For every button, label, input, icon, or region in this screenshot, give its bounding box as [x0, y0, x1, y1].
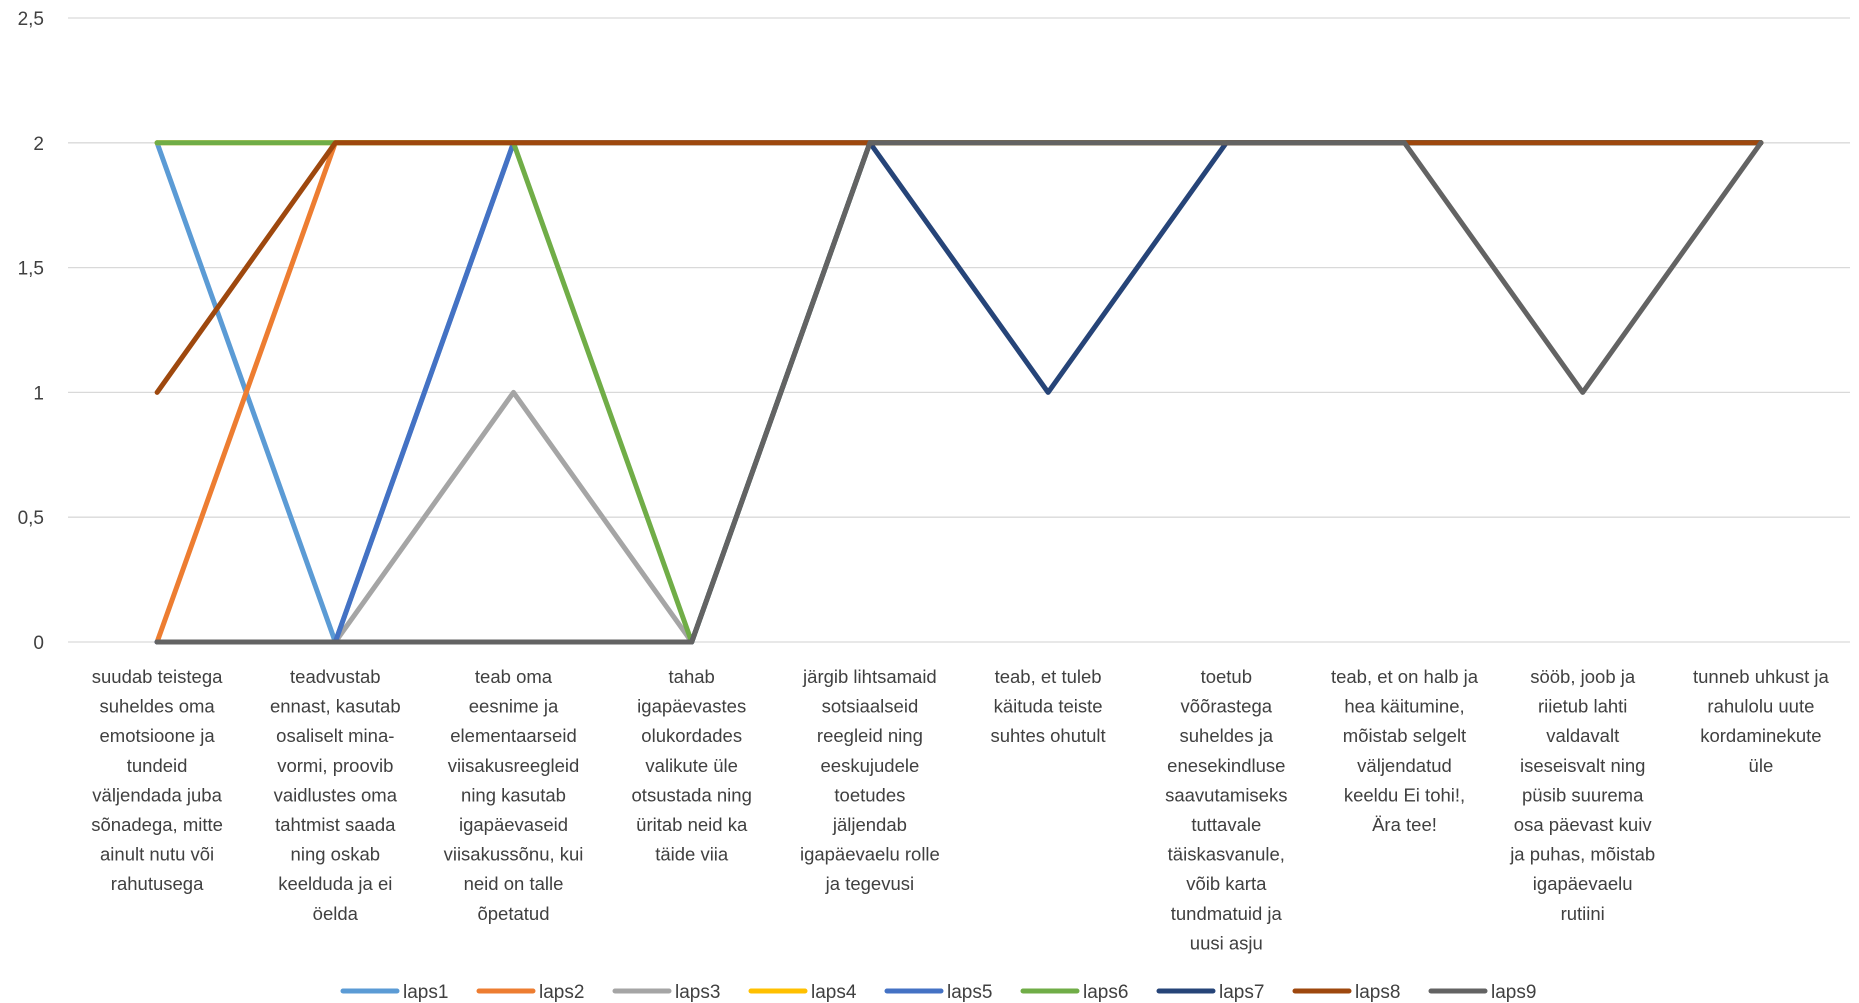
y-tick-label: 2 — [33, 134, 44, 155]
y-tick-label: 0 — [33, 633, 44, 654]
series-lines — [154, 140, 1764, 645]
legend-label: laps3 — [675, 982, 720, 1003]
legend-label: laps7 — [1219, 982, 1264, 1003]
y-tick-label: 2,5 — [18, 9, 44, 30]
y-tick-label: 1,5 — [18, 259, 44, 280]
gridlines — [68, 17, 1850, 643]
x-category-label: suudab teistega suheldes oma emotsioone ja… — [91, 666, 223, 894]
legend-label: laps8 — [1355, 982, 1400, 1003]
x-category-label: sööb, joob ja riietub lahti valdavalt isese… — [1509, 666, 1655, 924]
x-category-label: teab oma eesnime ja elementaarseid viisakus… — [444, 666, 584, 924]
x-axis-category-labels: suudab teistega suheldes oma emotsioone ja… — [91, 666, 1829, 953]
legend-item-laps9: laps9 — [1428, 982, 1536, 1003]
x-category-label: teab, et on halb ja hea käitumine, mõistab… — [1331, 666, 1479, 835]
legend-item-laps8: laps8 — [1292, 982, 1400, 1003]
legend-label: laps2 — [539, 982, 584, 1003]
x-category-label: teadvustab ennast, kasutab osaliselt mina-… — [270, 666, 401, 924]
y-tick-label: 1 — [33, 383, 44, 404]
legend-label: laps1 — [403, 982, 448, 1003]
legend-label: laps9 — [1491, 982, 1536, 1003]
legend: laps1 laps2 laps3 laps4 laps5 laps6 laps7 laps8… — [340, 982, 1536, 1003]
legend-label: laps5 — [947, 982, 992, 1003]
legend-item-laps3: laps3 — [612, 982, 720, 1003]
legend-item-laps6: laps6 — [1020, 982, 1128, 1003]
legend-item-laps1: laps1 — [340, 982, 448, 1003]
x-category-label: toetub võõrastega suheldes ja enesekindluse… — [1165, 666, 1287, 953]
legend-item-laps5: laps5 — [884, 982, 992, 1003]
x-category-label: teab, et tuleb käituda teiste suhtes ohutu… — [990, 666, 1105, 746]
legend-label: laps6 — [1083, 982, 1128, 1003]
x-category-label: järgib lihtsamaid sotsiaalseid reegleid ni… — [800, 666, 940, 894]
x-category-label: tunneb uhkust ja rahulolu uute kordamineku… — [1693, 666, 1829, 776]
legend-item-laps2: laps2 — [476, 982, 584, 1003]
legend-item-laps7: laps7 — [1156, 982, 1264, 1003]
x-category-label: tahab igapäevastes olukordades valikute üle… — [632, 666, 752, 865]
y-tick-label: 0,5 — [18, 508, 44, 529]
y-axis-tick-labels: 0 0,5 1 1,5 2 2,5 — [18, 9, 44, 654]
series-line-laps9 — [154, 140, 1764, 645]
legend-label: laps4 — [811, 982, 857, 1003]
legend-item-laps4: laps4 — [748, 982, 857, 1003]
